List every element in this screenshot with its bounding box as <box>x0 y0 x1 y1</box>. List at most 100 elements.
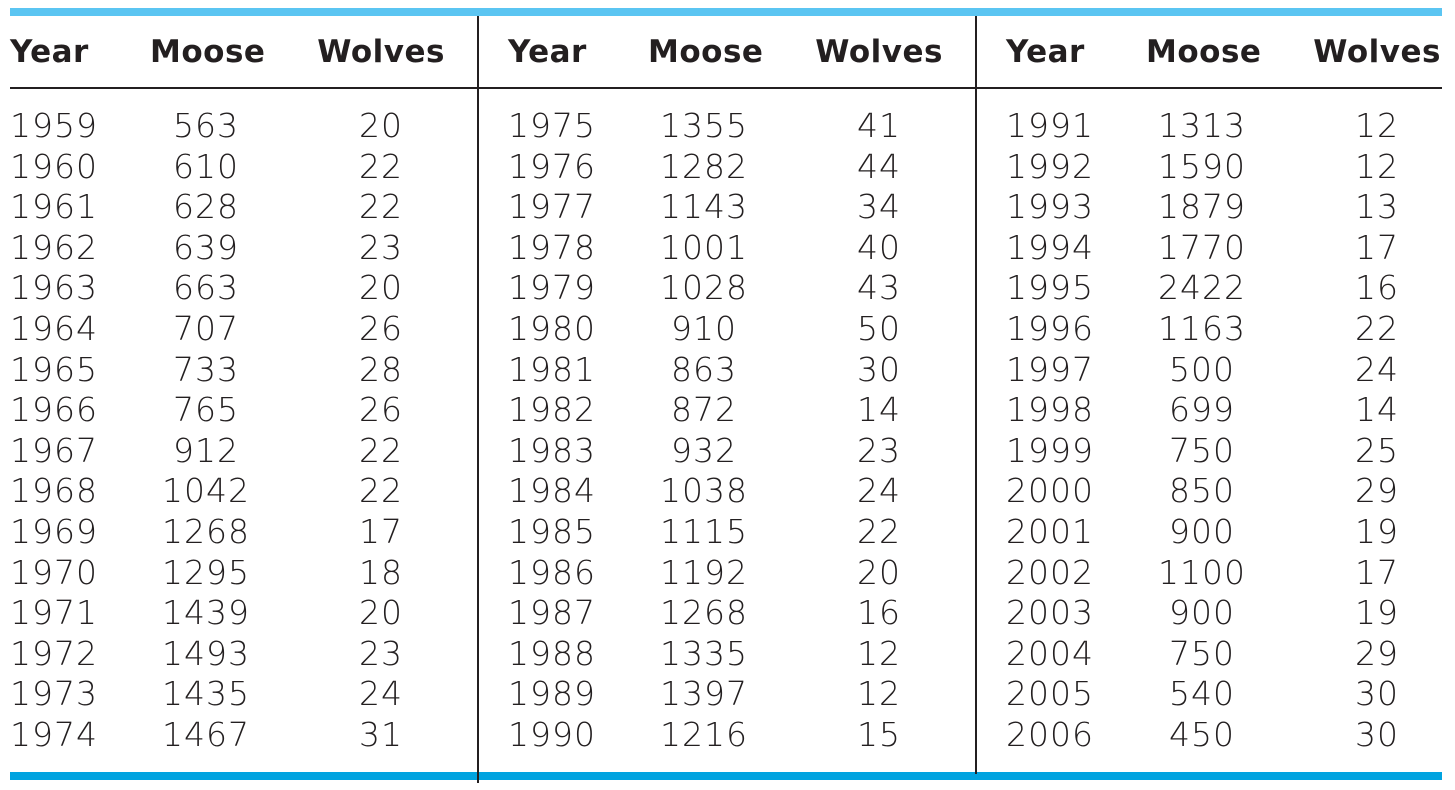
table-row: 1966 765 26 <box>10 390 475 431</box>
cell-moose: 1313 <box>1158 106 1246 145</box>
table-row: 1985 1115 22 <box>508 512 973 553</box>
cell-wolves: 31 <box>359 714 403 754</box>
cell-year: 1982 <box>508 390 596 430</box>
cell-moose: 1282 <box>660 146 748 186</box>
cell-year: 1964 <box>10 308 98 348</box>
table-row: 1987 1268 16 <box>508 593 973 634</box>
header-wolves: Wolves <box>317 34 445 70</box>
cell-year: 1998 <box>1006 390 1094 430</box>
cell-year: 1995 <box>1006 268 1094 308</box>
cell-year: 1962 <box>10 227 98 267</box>
cell-year: 1959 <box>10 106 98 145</box>
cell-moose: 900 <box>1169 511 1235 551</box>
cell-moose: 639 <box>173 227 239 267</box>
cell-wolves: 28 <box>359 349 403 389</box>
cell-moose: 1038 <box>660 471 748 511</box>
cell-moose: 733 <box>173 349 239 389</box>
cell-wolves: 40 <box>857 227 901 267</box>
cell-wolves: 26 <box>359 308 403 348</box>
cell-moose: 1001 <box>660 227 748 267</box>
cell-moose: 500 <box>1169 349 1235 389</box>
table-row: 1991 1313 12 <box>1006 106 1455 147</box>
cell-wolves: 24 <box>857 471 901 511</box>
cell-year: 2003 <box>1006 593 1094 633</box>
table-row: 1989 1397 12 <box>508 674 973 715</box>
table-row: 2005 540 30 <box>1006 674 1455 715</box>
table-row: 2001 900 19 <box>1006 512 1455 553</box>
cell-year: 1963 <box>10 268 98 308</box>
cell-moose: 1268 <box>660 593 748 633</box>
cell-year: 1989 <box>508 674 596 714</box>
cell-year: 1961 <box>10 187 98 227</box>
table-row: 1998 699 14 <box>1006 390 1455 431</box>
cell-wolves: 16 <box>1355 268 1399 308</box>
header-moose: Moose <box>648 34 764 70</box>
table-row: 1995 2422 16 <box>1006 268 1455 309</box>
cell-year: 1970 <box>10 552 98 592</box>
cell-year: 2005 <box>1006 674 1094 714</box>
table-row: 1970 1295 18 <box>10 553 475 594</box>
cell-year: 1990 <box>508 714 596 754</box>
cell-year: 1991 <box>1006 106 1094 145</box>
cell-year: 1960 <box>10 146 98 186</box>
cell-moose: 707 <box>173 308 239 348</box>
cell-moose: 1192 <box>660 552 748 592</box>
cell-moose: 910 <box>671 308 737 348</box>
table-row: 1996 1163 22 <box>1006 309 1455 350</box>
cell-moose: 1879 <box>1158 187 1246 227</box>
cell-moose: 610 <box>173 146 239 186</box>
table-row: 1979 1028 43 <box>508 268 973 309</box>
header-moose: Moose <box>150 34 266 70</box>
cell-year: 1983 <box>508 430 596 470</box>
cell-wolves: 22 <box>1355 308 1399 348</box>
cell-wolves: 20 <box>857 552 901 592</box>
cell-moose: 699 <box>1169 390 1235 430</box>
cell-wolves: 20 <box>359 106 403 145</box>
cell-moose: 1439 <box>162 593 250 633</box>
cell-year: 1987 <box>508 593 596 633</box>
table-row: 1963 663 20 <box>10 268 475 309</box>
table-row: 1974 1467 31 <box>10 715 475 756</box>
cell-wolves: 43 <box>857 268 901 308</box>
cell-year: 1972 <box>10 633 98 673</box>
cell-year: 1971 <box>10 593 98 633</box>
column-divider <box>975 16 977 774</box>
cell-moose: 900 <box>1169 593 1235 633</box>
cell-wolves: 20 <box>359 268 403 308</box>
cell-moose: 872 <box>671 390 737 430</box>
cell-wolves: 50 <box>857 308 901 348</box>
cell-year: 1967 <box>10 430 98 470</box>
table-row: 1976 1282 44 <box>508 147 973 188</box>
cell-year: 1988 <box>508 633 596 673</box>
cell-moose: 1770 <box>1158 227 1246 267</box>
cell-year: 1984 <box>508 471 596 511</box>
table-row: 1971 1439 20 <box>10 593 475 634</box>
cell-moose: 1467 <box>162 714 250 754</box>
cell-wolves: 17 <box>1355 552 1399 592</box>
cell-year: 1999 <box>1006 430 1094 470</box>
cell-year: 2004 <box>1006 633 1094 673</box>
table-row: 2002 1100 17 <box>1006 553 1455 594</box>
cell-wolves: 22 <box>857 511 901 551</box>
cell-wolves: 13 <box>1355 187 1399 227</box>
cell-wolves: 14 <box>1355 390 1399 430</box>
cell-wolves: 34 <box>857 187 901 227</box>
table-row: 1980 910 50 <box>508 309 973 350</box>
cell-moose: 450 <box>1169 714 1235 754</box>
table-row: 1972 1493 23 <box>10 634 475 675</box>
table-row: 1975 1355 41 <box>508 106 973 147</box>
table-row: 2006 450 30 <box>1006 715 1455 756</box>
table-row: 1977 1143 34 <box>508 187 973 228</box>
cell-year: 1997 <box>1006 349 1094 389</box>
table-row: 1984 1038 24 <box>508 471 973 512</box>
cell-moose: 2422 <box>1158 268 1246 308</box>
table-row: 1988 1335 12 <box>508 634 973 675</box>
cell-year: 1986 <box>508 552 596 592</box>
cell-moose: 663 <box>173 268 239 308</box>
table-row: 1993 1879 13 <box>1006 187 1455 228</box>
cell-wolves: 24 <box>359 674 403 714</box>
cell-year: 1979 <box>508 268 596 308</box>
table-row: 1983 932 23 <box>508 431 973 472</box>
header-rule <box>10 87 1442 89</box>
cell-moose: 750 <box>1169 633 1235 673</box>
